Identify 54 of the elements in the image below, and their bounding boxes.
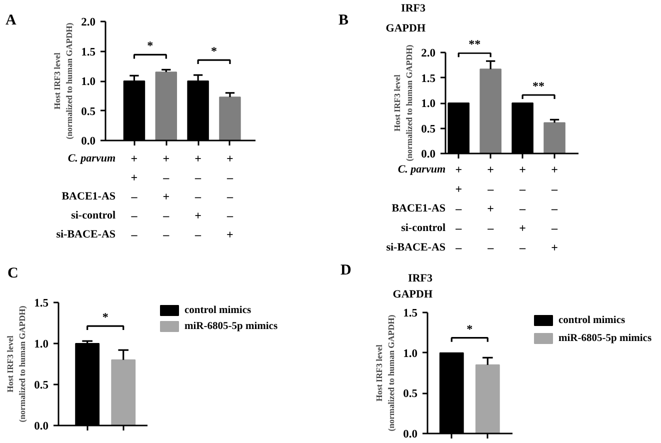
text: C. parvum BACE1-AS si-control si-BACE-AS [386,164,446,254]
y-tick-label: 2.0 [421,48,436,60]
legend-label: miR-6805-5p mimics [184,321,278,332]
legend-label: control mimics [184,305,252,316]
y-tick-label: 0.0 [34,420,49,432]
text: C. parvum BACE1-AS si-control si-BACE-AS [56,152,116,240]
y-axis-title: Host IRF3 level (normalized to human GAPDH) [52,22,74,140]
y-tick-label: 1.0 [81,76,96,88]
x-tick-label: + – – – + [550,162,559,254]
bar [544,122,566,154]
y-tick-label: 0.5 [81,106,96,118]
x-tick-label: + – – + – [518,162,527,254]
x-tick-label: + + – – – [130,152,138,242]
y-tick-label: 1.5 [81,46,96,58]
bar [219,96,241,140]
annotation: ** [532,79,545,93]
y-axis-title: Host IRF3 level (normalized to human GAPDH) [5,306,28,422]
annotation: * [102,310,108,324]
chart-title: B [338,12,349,28]
y-tick-label: 0.0 [421,148,436,160]
y-tick-label: 0.0 [403,428,418,440]
x-tick-label: + – – + – [194,152,202,242]
text: IRF3 [401,2,426,14]
y-tick-label: 1.0 [34,338,49,350]
text: GAPDH [392,288,433,300]
bar [480,68,502,154]
x-tick-label: + – – – + [226,152,234,242]
x-tick-label: + – + – – [162,152,170,242]
y-tick-label: 1.5 [34,298,49,310]
text: GAPDH [386,22,426,34]
y-axis-title: Host IRF3 level (normalized to human GAPDH) [374,314,396,432]
chart-title: D [340,262,352,278]
y-tick-label: 0.5 [34,380,49,392]
annotation: * [466,322,473,336]
legend-label: miR-6805-5p mimics [558,333,652,344]
x-tick-label: + – + – – [486,162,495,254]
x-tick-label: + + – – – [454,162,463,254]
y-axis-title: Host IRF3 level (normalized to human GAPDH) [392,44,414,162]
text: ** [468,37,481,52]
annotation: * [211,44,218,58]
y-tick-label: 0.0 [81,136,96,148]
annotation: * [147,38,154,53]
text: IRF3 [408,272,433,284]
y-tick-label: 1.0 [403,348,418,360]
chart-title: A [6,12,16,28]
y-tick-label: 1.0 [421,98,436,110]
y-tick-label: 0.5 [403,388,418,400]
bar [155,72,178,140]
y-tick-label: 1.5 [421,72,436,85]
legend-label: control mimics [558,315,626,326]
y-tick-label: 1.5 [403,308,418,320]
chart-title: C [8,266,18,282]
y-tick-label: 0.5 [421,123,436,136]
y-tick-label: 2.0 [81,16,96,28]
